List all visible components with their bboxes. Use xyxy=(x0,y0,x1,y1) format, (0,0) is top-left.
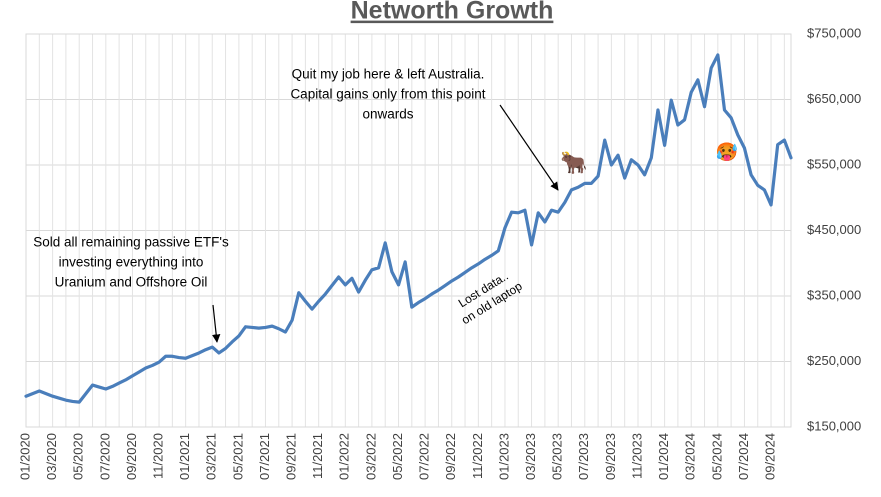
x-tick-label: 07/2024 xyxy=(736,433,751,480)
y-tick-label: $450,000 xyxy=(807,222,861,237)
x-tick-label: 11/2022 xyxy=(470,433,485,479)
x-tick-label: 03/2023 xyxy=(523,433,538,480)
x-tick-label: 05/2021 xyxy=(230,433,245,480)
x-tick-label: 01/2024 xyxy=(656,433,671,480)
chart-title: Networth Growth xyxy=(351,0,554,25)
x-tick-label: 11/2021 xyxy=(310,433,325,479)
x-tick-label: 11/2020 xyxy=(150,433,165,479)
x-tick-label: 05/2024 xyxy=(709,433,724,480)
annotation-arrow xyxy=(212,304,221,343)
x-tick-label: 09/2024 xyxy=(762,433,777,480)
x-tick-label: 11/2023 xyxy=(629,433,644,479)
x-tick-label: 05/2023 xyxy=(550,433,565,480)
x-tick-label: 01/2021 xyxy=(177,433,192,480)
x-tick-label: 03/2020 xyxy=(44,433,59,480)
series-line xyxy=(24,53,793,404)
annotation: investing everything into xyxy=(59,255,204,270)
x-tick-label: 03/2022 xyxy=(363,433,378,480)
y-tick-label: $750,000 xyxy=(807,25,861,40)
x-tick-label: 07/2023 xyxy=(576,433,591,480)
x-tick-label: 03/2024 xyxy=(683,433,698,480)
x-tick-label: 03/2021 xyxy=(204,433,219,480)
annotation: Quit my job here & left Australia. xyxy=(292,67,485,82)
x-tick-label: 01/2022 xyxy=(337,433,352,480)
x-tick-label: 01/2023 xyxy=(496,433,511,480)
y-tick-label: $550,000 xyxy=(807,156,861,171)
emoji: 🐂 xyxy=(560,151,587,176)
x-tick-label: 07/2021 xyxy=(257,433,272,480)
annotation: Capital gains only from this point xyxy=(290,87,485,102)
annotation-arrow xyxy=(499,104,559,191)
x-tick-label: 09/2022 xyxy=(443,433,458,480)
emoji: 🥵 xyxy=(716,142,738,163)
x-tick-label: 05/2020 xyxy=(71,433,86,480)
annotation: onwards xyxy=(362,107,413,122)
series xyxy=(24,53,793,404)
annotation: Sold all remaining passive ETF's xyxy=(33,235,229,250)
y-tick-label: $150,000 xyxy=(807,418,861,433)
y-tick-label: $650,000 xyxy=(807,91,861,106)
annotation: Uranium and Offshore Oil xyxy=(55,275,208,290)
x-tick-label: 01/2020 xyxy=(17,433,32,480)
y-tick-label: $250,000 xyxy=(807,353,861,368)
x-tick-label: 09/2023 xyxy=(603,433,618,480)
grid xyxy=(25,33,791,428)
plot-area xyxy=(25,33,792,428)
x-tick-label: 07/2020 xyxy=(97,433,112,480)
x-tick-label: 05/2022 xyxy=(390,433,405,480)
y-tick-label: $350,000 xyxy=(807,287,861,302)
x-tick-label: 09/2020 xyxy=(124,433,139,480)
x-tick-label: 07/2022 xyxy=(417,433,432,480)
x-tick-label: 09/2021 xyxy=(284,433,299,480)
